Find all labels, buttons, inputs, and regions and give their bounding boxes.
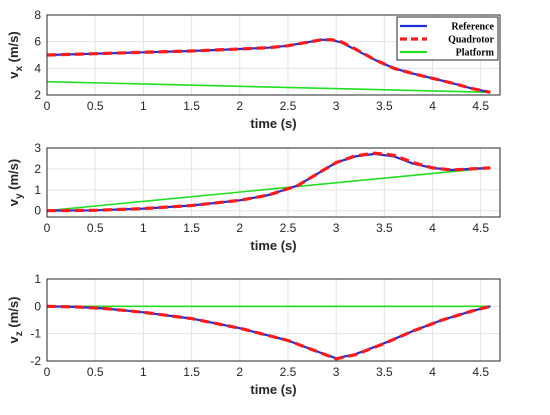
- x-tick-label: 3.5: [376, 365, 393, 379]
- x-tick-label: 0.5: [87, 99, 104, 113]
- y-axis-label: vy (m/s): [6, 159, 25, 206]
- plot-area: [47, 279, 500, 361]
- axes-frame: [46, 147, 501, 218]
- x-tick-label: 2: [236, 221, 243, 235]
- y-tick-label: 2: [34, 162, 41, 176]
- x-tick-label: 2: [236, 99, 243, 113]
- series-line-quadrotor: [46, 304, 491, 361]
- chart-panel-3: 0 0.5 1 1.5 2 2.5 3 3.5 4 4.5 -2 -1 0 1 time (s) vz (m/…: [6, 272, 501, 397]
- chart-panel-1: 0 0.5 1 1.5 2 2.5 3 3.5 4 4.5 2 4 6 8 time (s) vx (m/s)…: [6, 8, 501, 131]
- y-tick-label: 0: [34, 204, 41, 218]
- y-tick-label: -2: [30, 354, 41, 368]
- x-tick-label: 2.5: [280, 365, 297, 379]
- y-tick-label: 1: [34, 183, 41, 197]
- y-tick-label: -1: [30, 327, 41, 341]
- y-axis-label-subscript: y: [14, 193, 25, 199]
- x-axis-label: time (s): [250, 116, 296, 131]
- y-axis-label-symbol: v: [6, 335, 21, 343]
- x-tick-label: 2.5: [280, 221, 297, 235]
- x-axis-label: time (s): [250, 238, 296, 253]
- x-tick-label: 0: [44, 365, 51, 379]
- y-tick-label: 8: [34, 8, 41, 22]
- y-tick-label: 1: [34, 272, 41, 286]
- legend: Reference Quadrotor Platform: [396, 16, 499, 61]
- x-axis-label: time (s): [250, 382, 296, 397]
- axes-frame: [46, 278, 501, 362]
- x-tick-label: 0.5: [87, 365, 104, 379]
- x-tick-label: 3: [333, 99, 340, 113]
- x-tick-label: 3.5: [376, 221, 393, 235]
- x-tick-label: 3.5: [376, 99, 393, 113]
- axes-frame: [46, 14, 501, 96]
- y-axis-label-subscript: x: [14, 66, 25, 72]
- x-tick-label: 1.5: [183, 221, 200, 235]
- legend-label-reference: Reference: [451, 22, 494, 33]
- series-line-platform: [46, 167, 491, 212]
- y-axis-label-unit: (m/s): [6, 159, 21, 194]
- series-line-quadrotor: [46, 151, 491, 213]
- y-tick-label: 2: [34, 88, 41, 102]
- chart-panel-2: 0 0.5 1 1.5 2 2.5 3 3.5 4 4.5 0 1 2 3 time (s) vy (m/s): [6, 141, 501, 253]
- x-tick-label: 0.5: [87, 221, 104, 235]
- y-axis-label-symbol: v: [6, 71, 21, 79]
- series-line-quadrotor: [46, 38, 491, 94]
- x-tick-label: 3: [333, 365, 340, 379]
- x-tick-label: 4.5: [472, 221, 489, 235]
- y-axis-label-unit: (m/s): [6, 297, 21, 332]
- x-tick-label: 1.5: [183, 365, 200, 379]
- x-tick-label: 0: [44, 99, 51, 113]
- x-tick-label: 4.5: [472, 99, 489, 113]
- y-axis-label-symbol: v: [6, 198, 21, 206]
- y-tick-label: 4: [34, 61, 41, 75]
- y-tick-label: 0: [34, 299, 41, 313]
- x-tick-label: 0: [44, 221, 51, 235]
- legend-label-quadrotor: Quadrotor: [448, 35, 494, 46]
- y-tick-label: 3: [34, 141, 41, 155]
- y-axis-label-unit: (m/s): [6, 31, 21, 66]
- x-tick-label: 4: [429, 99, 436, 113]
- x-tick-label: 1: [140, 221, 147, 235]
- x-tick-label: 2.5: [280, 99, 297, 113]
- y-tick-label: 6: [34, 35, 41, 49]
- x-tick-label: 4: [429, 221, 436, 235]
- x-tick-label: 1: [140, 99, 147, 113]
- series-line-platform: [46, 80, 491, 94]
- plot-area: [47, 148, 500, 217]
- x-tick-label: 4.5: [472, 365, 489, 379]
- x-tick-label: 2: [236, 365, 243, 379]
- x-tick-label: 1: [140, 365, 147, 379]
- x-tick-label: 1.5: [183, 99, 200, 113]
- x-tick-label: 4: [429, 365, 436, 379]
- y-axis-label: vx (m/s): [6, 31, 25, 78]
- legend-label-platform: Platform: [456, 48, 495, 59]
- y-axis-label: vz (m/s): [6, 297, 25, 344]
- y-axis-label-subscript: z: [14, 331, 25, 336]
- x-tick-label: 3: [333, 221, 340, 235]
